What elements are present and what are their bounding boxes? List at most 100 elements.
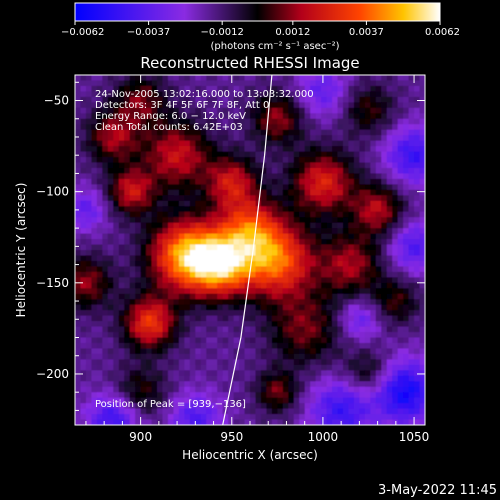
heatmap-cell xyxy=(167,173,174,180)
heatmap-cell xyxy=(228,129,234,136)
heatmap-cell xyxy=(200,195,207,202)
heatmap-cell xyxy=(260,124,267,131)
heatmap-cell xyxy=(184,386,191,393)
heatmap-cell xyxy=(113,233,120,240)
heatmap-cell xyxy=(375,332,382,338)
heatmap-cell xyxy=(348,162,355,169)
heatmap-cell xyxy=(233,96,240,103)
heatmap-cell xyxy=(353,353,360,360)
heatmap-cell xyxy=(157,293,163,300)
heatmap-cell xyxy=(118,282,125,289)
heatmap-cell xyxy=(282,282,289,289)
heatmap-cell xyxy=(348,315,355,322)
heatmap-cell xyxy=(282,178,289,185)
heatmap-cell xyxy=(206,195,213,202)
heatmap-cell xyxy=(271,113,278,120)
heatmap-cell xyxy=(146,293,152,300)
heatmap-cell xyxy=(80,217,87,224)
heatmap-cell xyxy=(80,337,87,344)
heatmap-cell xyxy=(189,293,196,300)
heatmap-cell xyxy=(157,217,163,224)
heatmap-cell xyxy=(255,419,262,425)
heatmap-cell xyxy=(239,260,245,267)
heatmap-cell xyxy=(96,392,103,399)
heatmap-cell xyxy=(85,178,92,185)
heatmap-cell xyxy=(326,381,333,388)
heatmap-cell xyxy=(244,195,251,202)
heatmap-cell xyxy=(250,195,256,202)
heatmap-cell xyxy=(173,375,180,382)
heatmap-cell xyxy=(315,364,322,371)
heatmap-cell xyxy=(304,392,311,399)
heatmap-cell xyxy=(244,228,251,234)
heatmap-cell xyxy=(239,342,245,349)
heatmap-cell xyxy=(277,184,284,191)
heatmap-cell xyxy=(337,173,344,180)
heatmap-cell xyxy=(414,381,420,388)
heatmap-cell xyxy=(162,277,169,284)
heatmap-cell xyxy=(288,370,295,377)
heatmap-cell xyxy=(310,113,317,120)
heatmap-cell xyxy=(239,397,245,404)
heatmap-cell xyxy=(244,102,251,109)
heatmap-cell xyxy=(233,315,240,322)
heatmap-cell xyxy=(359,337,366,344)
heatmap-cell xyxy=(189,277,196,284)
heatmap-cell xyxy=(266,326,273,333)
heatmap-cell xyxy=(282,414,289,420)
heatmap-cell xyxy=(271,321,278,327)
heatmap-cell xyxy=(107,80,114,87)
heatmap-cell xyxy=(332,304,338,311)
heatmap-cell xyxy=(162,364,169,371)
heatmap-cell xyxy=(217,135,224,142)
heatmap-cell xyxy=(217,118,224,125)
heatmap-cell xyxy=(239,124,245,131)
heatmap-cell xyxy=(195,353,202,360)
heatmap-cell xyxy=(304,184,311,191)
heatmap-cell xyxy=(184,228,191,234)
heatmap-cell xyxy=(386,282,393,289)
heatmap-cell xyxy=(233,157,240,163)
heatmap-cell xyxy=(299,370,306,377)
heatmap-cell xyxy=(239,75,245,81)
heatmap-cell xyxy=(162,135,169,142)
heatmap-cell xyxy=(321,162,327,169)
heatmap-cell xyxy=(222,250,229,256)
heatmap-cell xyxy=(310,397,317,404)
heatmap-cell xyxy=(118,353,125,360)
heatmap-cell xyxy=(392,178,399,185)
heatmap-cell xyxy=(348,266,355,273)
heatmap-cell xyxy=(326,211,333,218)
heatmap-cell xyxy=(266,173,273,180)
heatmap-cell xyxy=(392,370,399,377)
heatmap-cell xyxy=(167,233,174,240)
heatmap-cell xyxy=(260,315,267,322)
heatmap-cell xyxy=(397,392,404,399)
heatmap-cell xyxy=(293,124,300,131)
heatmap-cell xyxy=(195,310,202,317)
heatmap-cell xyxy=(293,419,300,425)
heatmap-cell xyxy=(271,304,278,311)
heatmap-cell xyxy=(162,206,169,213)
heatmap-cell xyxy=(113,326,120,333)
heatmap-cell xyxy=(321,310,327,317)
heatmap-cell xyxy=(386,124,393,131)
heatmap-cell xyxy=(195,255,202,262)
heatmap-cell xyxy=(342,255,349,262)
heatmap-cell xyxy=(386,239,393,245)
heatmap-cell xyxy=(392,250,399,256)
heatmap-cell xyxy=(244,80,251,87)
heatmap-cell xyxy=(211,337,218,344)
heatmap-cell xyxy=(359,353,366,360)
heatmap-cell xyxy=(375,364,382,371)
heatmap-cell xyxy=(375,408,382,415)
heatmap-cell xyxy=(85,113,92,120)
heatmap-cell xyxy=(310,129,317,136)
heatmap-cell xyxy=(342,288,349,295)
heatmap-cell xyxy=(217,167,224,174)
heatmap-cell xyxy=(332,211,338,218)
heatmap-cell xyxy=(381,228,388,234)
heatmap-cell xyxy=(277,392,284,399)
heatmap-cell xyxy=(217,337,224,344)
heatmap-cell xyxy=(178,348,185,355)
